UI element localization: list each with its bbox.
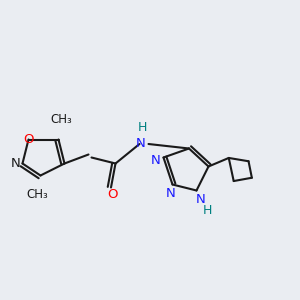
Text: O: O	[107, 188, 118, 202]
Text: O: O	[23, 133, 34, 146]
Text: H: H	[138, 121, 147, 134]
Text: N: N	[166, 187, 176, 200]
Text: N: N	[136, 137, 146, 150]
Text: N: N	[196, 193, 206, 206]
Text: CH₃: CH₃	[27, 188, 48, 202]
Text: N: N	[151, 154, 161, 167]
Text: CH₃: CH₃	[51, 113, 72, 127]
Text: H: H	[203, 203, 213, 217]
Text: N: N	[11, 157, 21, 170]
